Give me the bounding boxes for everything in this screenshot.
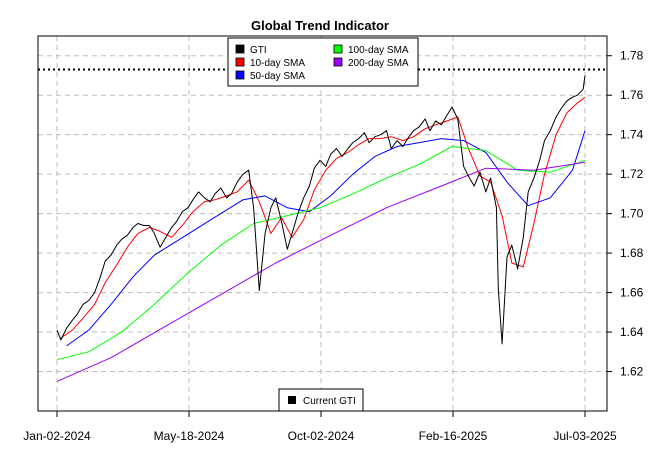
y-tick-label: 1.78: [620, 49, 644, 63]
legend-swatch: [235, 44, 245, 54]
x-tick-label: Oct-02-2024: [288, 429, 355, 443]
plot-frame: [37, 35, 608, 412]
reference-legend-box: [278, 388, 364, 412]
series-line-10-day-sma: [60, 96, 586, 339]
legend-swatch: [235, 70, 245, 80]
reference-legend-label: Current GTI: [303, 396, 356, 407]
legend-box: [227, 37, 419, 87]
x-tick-label: Jan-02-2024: [23, 429, 91, 443]
chart-title: Global Trend Indicator: [251, 18, 389, 33]
y-tick-label: 1.74: [620, 128, 644, 142]
y-tick-label: 1.70: [620, 207, 644, 221]
grid-layer: [38, 36, 607, 411]
x-tick-label: Jul-03-2025: [553, 429, 617, 443]
series-line-200-day-sma: [56, 161, 586, 382]
legend-label: 10-day SMA: [250, 58, 305, 69]
y-tick-label: 1.62: [620, 365, 644, 379]
series-line-100-day-sma: [56, 146, 586, 361]
y-tick-label: 1.64: [620, 325, 644, 339]
y-tick-label: 1.68: [620, 246, 644, 260]
reference-legend: Current GTI: [278, 388, 364, 412]
legend-swatch: [333, 44, 343, 54]
series-line-50-day-sma: [66, 130, 586, 347]
legend-label: 100-day SMA: [348, 45, 409, 56]
y-tick-label: 1.66: [620, 286, 644, 300]
legend-swatch: [333, 57, 343, 67]
axis-layer: 1.62 1.64 1.66 1.68 1.70 1.72 1.74 1.76 1.78 Jan-…: [23, 49, 643, 443]
reference-legend-swatch: [288, 396, 296, 404]
series-line-gti: [56, 75, 586, 345]
y-tick-label: 1.72: [620, 167, 644, 181]
series-layer: [56, 75, 586, 382]
x-tick-label: May-18-2024: [154, 429, 225, 443]
y-tick-label: 1.76: [620, 88, 644, 102]
x-tick-label: Feb-16-2025: [419, 429, 488, 443]
legend-label: GTI: [250, 45, 267, 56]
legend-label: 50-day SMA: [250, 71, 305, 82]
legend-label: 200-day SMA: [348, 58, 409, 69]
series-legend: GTI 10-day SMA 50-day SMA 100-day SMA 200-da…: [227, 37, 419, 87]
legend-swatch: [235, 57, 245, 67]
